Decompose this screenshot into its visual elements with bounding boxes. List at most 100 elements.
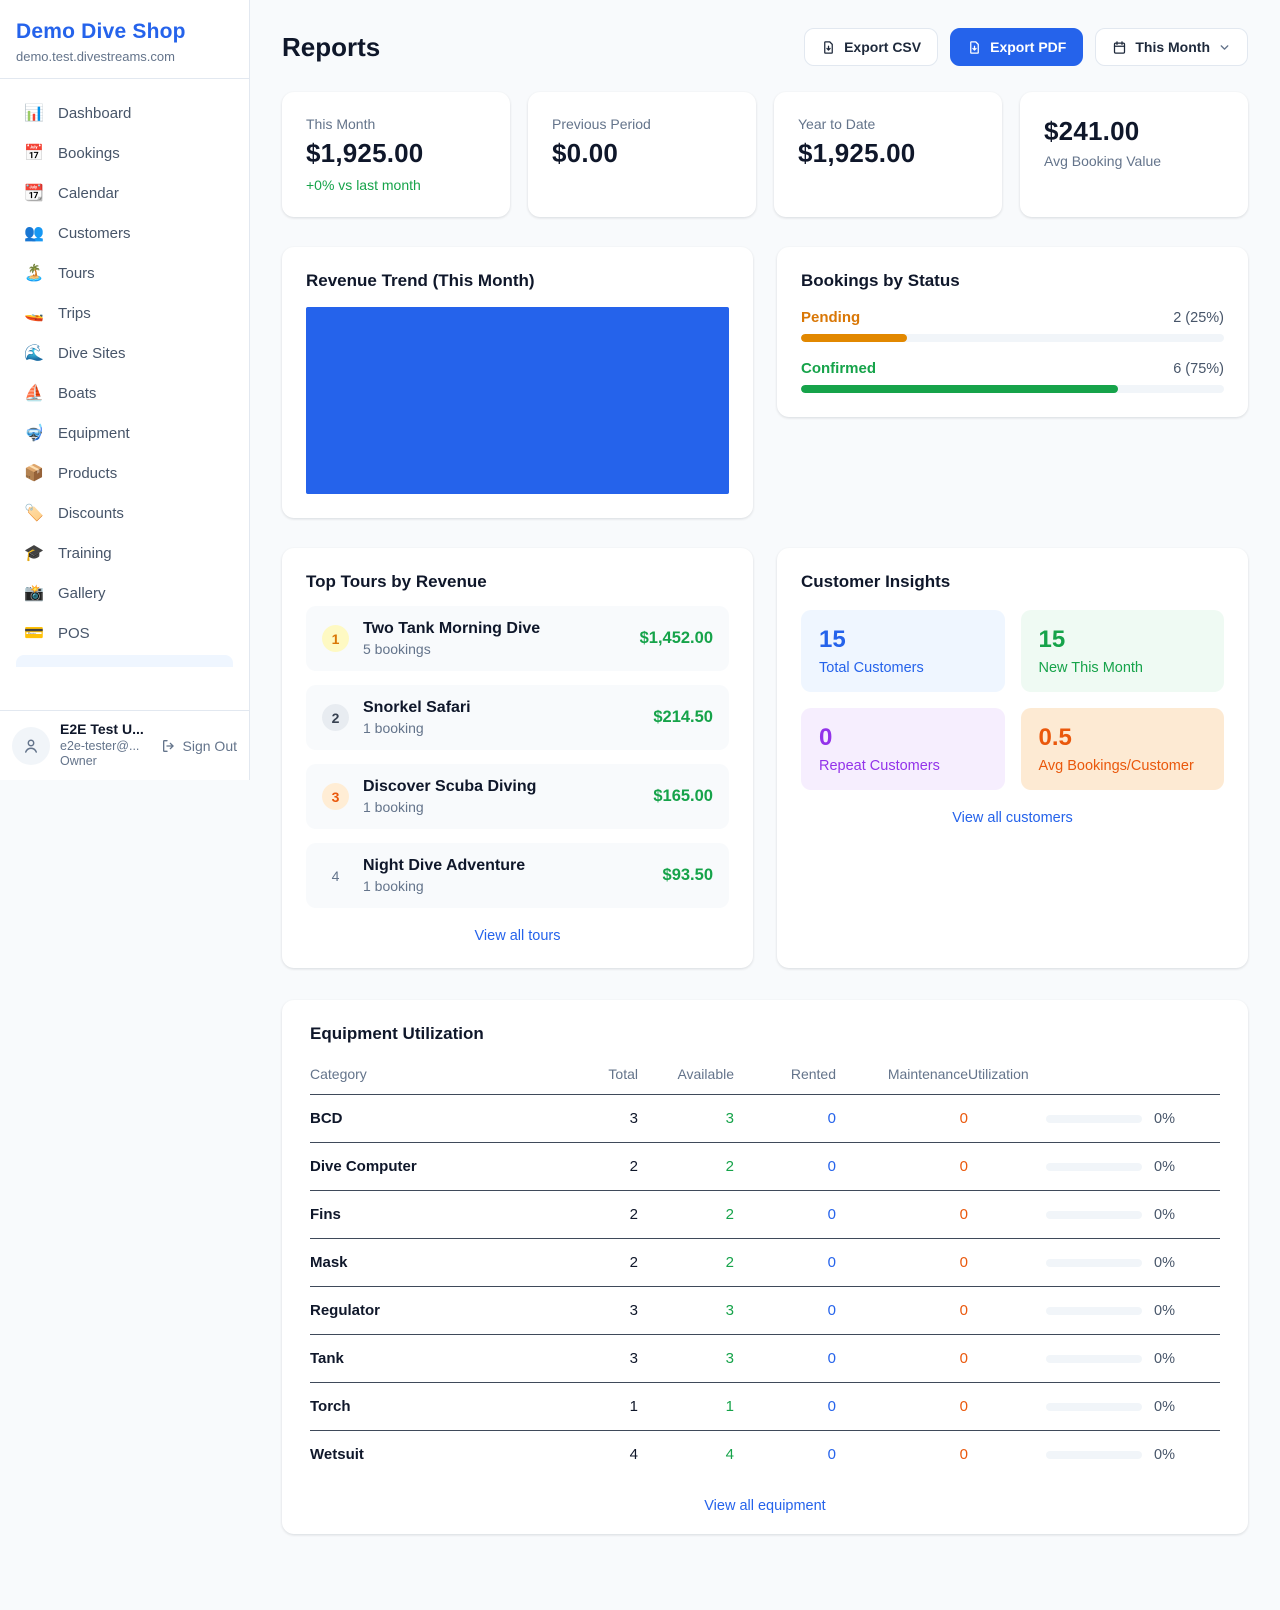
- sidebar: Demo Dive Shop demo.test.divestreams.com…: [0, 0, 250, 780]
- sidebar-item-label: Trips: [58, 304, 91, 322]
- sign-out-button[interactable]: Sign Out: [161, 738, 237, 754]
- tile-value: 0.5: [1038, 724, 1072, 751]
- period-label: This Month: [1135, 39, 1210, 55]
- sidebar-item-reports-partial[interactable]: [16, 655, 233, 667]
- header-actions: Export CSV Export PDF This Month: [804, 28, 1248, 66]
- stat-avg-booking-value: $241.00 Avg Booking Value: [1020, 92, 1248, 217]
- customer-insights-card: Customer Insights 15 Total Customers 15 …: [777, 548, 1248, 968]
- sidebar-item-gallery[interactable]: 📸 Gallery: [8, 573, 241, 613]
- tour-bookings: 1 booking: [363, 799, 424, 815]
- period-select[interactable]: This Month: [1095, 28, 1248, 66]
- bar-chart-icon: 📊: [24, 105, 44, 122]
- export-csv-button[interactable]: Export CSV: [804, 28, 939, 66]
- tile-value: 0: [819, 724, 833, 751]
- export-pdf-label: Export PDF: [990, 39, 1067, 55]
- sidebar-item-label: Customers: [58, 224, 131, 242]
- column-header: Maintenance: [836, 1052, 968, 1095]
- sidebar-item-label: Calendar: [58, 184, 119, 202]
- status-row-confirmed: Confirmed 6 (75%): [801, 360, 1224, 393]
- tile-label: Avg Bookings/Customer: [1038, 758, 1194, 774]
- equipment-utilization-card: Equipment Utilization Category Total Ava…: [282, 1000, 1248, 1534]
- tour-bookings: 5 bookings: [363, 641, 431, 657]
- utilization-bar-track: [1046, 1306, 1142, 1315]
- sidebar-item-boats[interactable]: ⛵ Boats: [8, 373, 241, 413]
- revenue-trend-title: Revenue Trend (This Month): [306, 271, 535, 290]
- sidebar-item-dashboard[interactable]: 📊 Dashboard: [8, 93, 241, 133]
- stat-value: $0.00: [552, 138, 619, 168]
- sidebar-item-label: Bookings: [58, 144, 120, 162]
- stat-value: $1,925.00: [798, 138, 916, 168]
- sidebar-item-equipment[interactable]: 🤿 Equipment: [8, 413, 241, 453]
- status-bar-fill: [801, 334, 907, 342]
- calendar-icon: [1114, 40, 1126, 54]
- tile-label: Total Customers: [819, 660, 924, 676]
- column-header: Utilization: [968, 1052, 1220, 1095]
- export-pdf-button[interactable]: Export PDF: [950, 28, 1084, 66]
- file-download-icon: [824, 40, 833, 54]
- sidebar-item-calendar[interactable]: 📆 Calendar: [8, 173, 241, 213]
- package-icon: 📦: [24, 465, 44, 482]
- person-icon: [25, 739, 37, 753]
- wave-icon: 🌊: [24, 345, 44, 362]
- sidebar-item-tours[interactable]: 🏝️ Tours: [8, 253, 241, 293]
- tile-new-this-month: 15 New This Month: [1020, 610, 1224, 692]
- top-tours-card: Top Tours by Revenue 1 Two Tank Morning …: [282, 548, 753, 968]
- sidebar-item-dive-sites[interactable]: 🌊 Dive Sites: [8, 333, 241, 373]
- rank-badge: 3: [322, 783, 349, 810]
- tour-bookings: 1 booking: [363, 878, 424, 894]
- stat-label: Year to Date: [798, 116, 876, 132]
- tile-label: Repeat Customers: [819, 758, 940, 774]
- dive-mask-icon: 🤿: [24, 425, 44, 442]
- tour-bookings: 1 booking: [363, 720, 424, 736]
- page-header: Reports Export CSV Export PDF This Month: [282, 28, 1248, 66]
- stat-year-to-date: Year to Date $1,925.00: [774, 92, 1002, 217]
- table-row: Tank 3 3 0 0 0%: [310, 1334, 1220, 1383]
- column-header: Available: [638, 1052, 734, 1095]
- sidebar-item-label: Training: [58, 544, 112, 562]
- sailboat-icon: ⛵: [24, 385, 44, 402]
- status-row-pending: Pending 2 (25%): [801, 309, 1224, 342]
- bookings-by-status-title: Bookings by Status: [801, 271, 960, 290]
- utilization-bar-track: [1046, 1114, 1142, 1123]
- view-all-equipment-link[interactable]: View all equipment: [704, 1498, 826, 1514]
- sidebar-item-discounts[interactable]: 🏷️ Discounts: [8, 493, 241, 533]
- tag-icon: 🏷️: [24, 505, 44, 522]
- sidebar-item-label: POS: [58, 624, 90, 642]
- tour-revenue: $214.50: [653, 708, 713, 726]
- list-item: 4 Night Dive Adventure 1 booking $93.50: [306, 843, 729, 908]
- status-label: Pending: [801, 309, 861, 326]
- sidebar-item-bookings[interactable]: 📅 Bookings: [8, 133, 241, 173]
- table-row: Fins 2 2 0 0 0%: [310, 1190, 1220, 1239]
- table-row: Dive Computer 2 2 0 0 0%: [310, 1142, 1220, 1191]
- sidebar-item-trips[interactable]: 🚤 Trips: [8, 293, 241, 333]
- status-bar-track: [801, 334, 1224, 342]
- utilization-bar-track: [1046, 1258, 1142, 1267]
- tour-revenue: $93.50: [662, 866, 713, 884]
- sidebar-item-label: Equipment: [58, 424, 130, 442]
- stat-previous-period: Previous Period $0.00: [528, 92, 756, 217]
- utilization-bar-track: [1046, 1354, 1142, 1363]
- bookings-by-status-card: Bookings by Status Pending 2 (25%) Confi…: [777, 247, 1248, 417]
- tour-revenue: $165.00: [653, 787, 713, 805]
- page-title: Reports: [282, 31, 381, 62]
- sidebar-item-customers[interactable]: 👥 Customers: [8, 213, 241, 253]
- calendar-icon: 📆: [24, 185, 44, 202]
- sidebar-item-products[interactable]: 📦 Products: [8, 453, 241, 493]
- sidebar-item-label: Gallery: [58, 584, 106, 602]
- sidebar-item-label: Boats: [58, 384, 97, 402]
- view-all-customers-link[interactable]: View all customers: [952, 810, 1073, 826]
- sidebar-item-label: Tours: [58, 264, 95, 282]
- credit-card-icon: 💳: [24, 625, 44, 642]
- top-tours-title: Top Tours by Revenue: [306, 572, 487, 591]
- export-csv-label: Export CSV: [844, 39, 922, 55]
- status-bar-fill: [801, 385, 1119, 393]
- avatar: [12, 726, 50, 765]
- utilization-percent: 0%: [1154, 1350, 1175, 1367]
- sidebar-item-training[interactable]: 🎓 Training: [8, 533, 241, 573]
- sidebar-item-pos[interactable]: 💳 POS: [8, 613, 241, 653]
- tour-name: Snorkel Safari: [363, 699, 471, 716]
- status-count: 2 (25%): [1173, 310, 1224, 326]
- main-content: Reports Export CSV Export PDF This Month: [250, 0, 1280, 1534]
- view-all-tours-link[interactable]: View all tours: [474, 928, 561, 944]
- people-icon: 👥: [24, 225, 44, 242]
